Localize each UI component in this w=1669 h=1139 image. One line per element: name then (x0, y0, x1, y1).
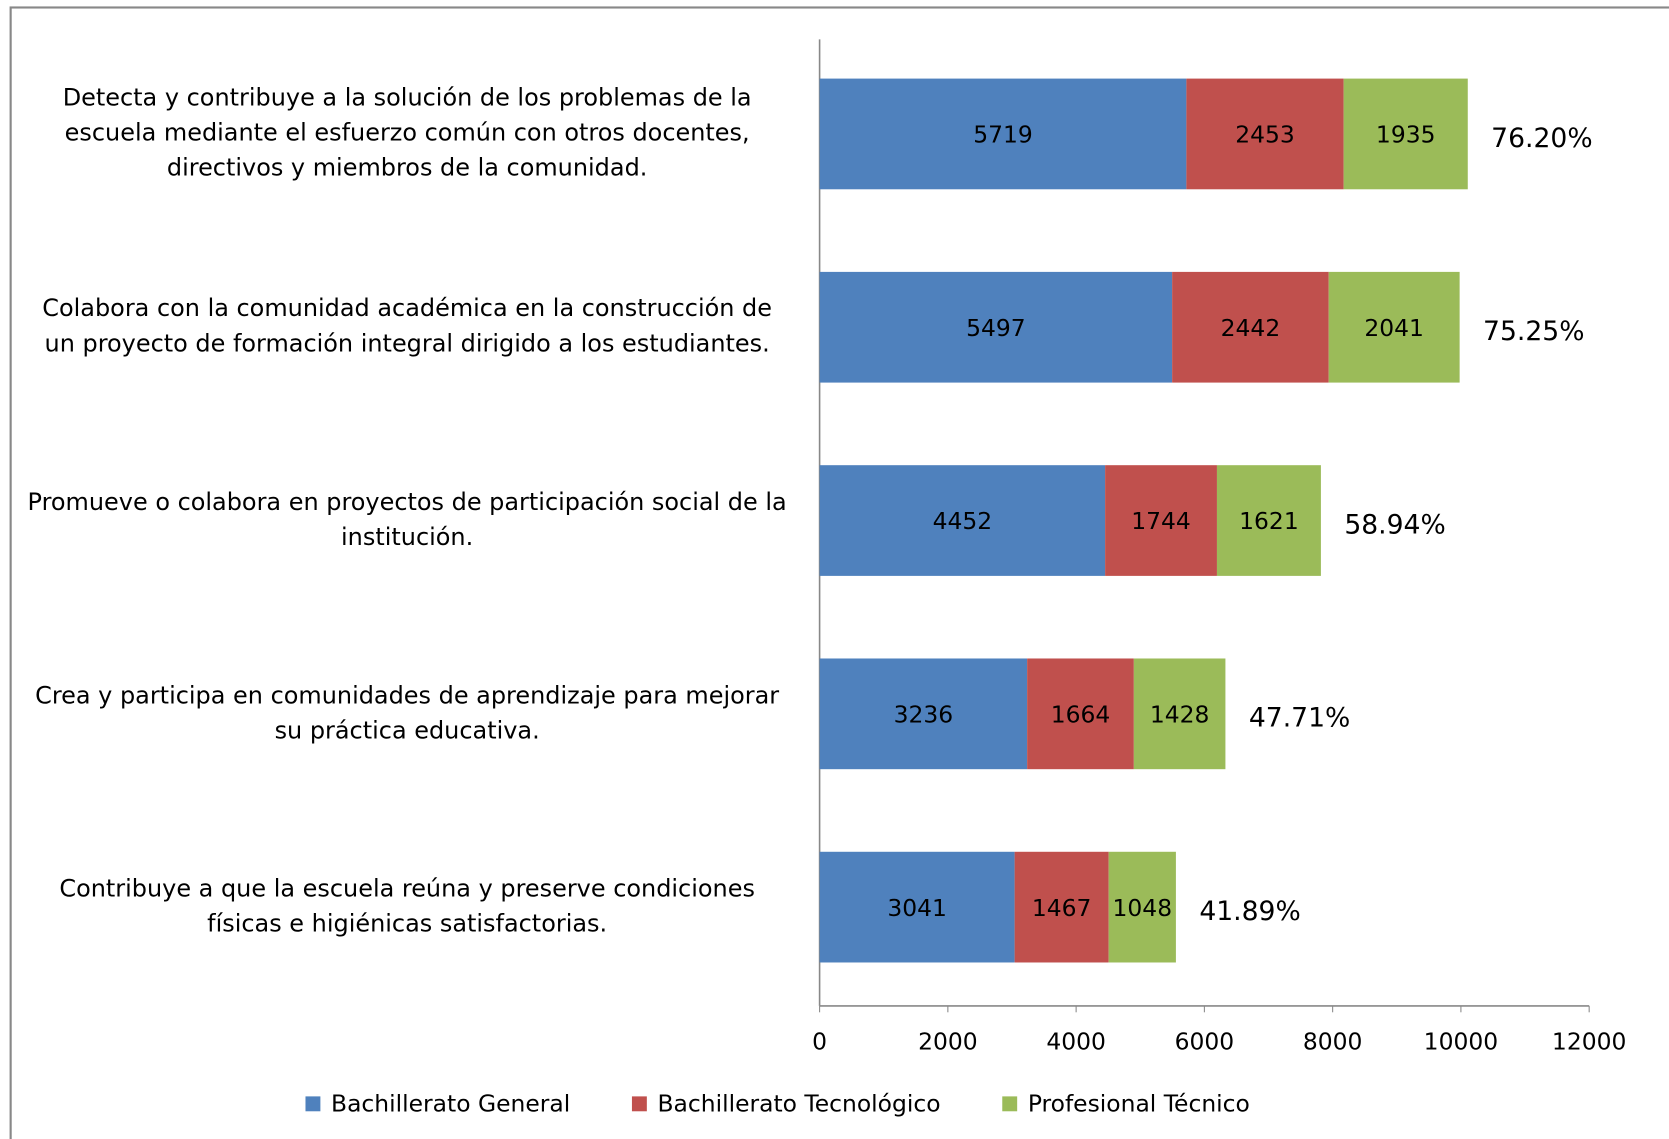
value-label: 1935 (1376, 121, 1436, 149)
bar-segment (1343, 78, 1468, 190)
value-label: 2453 (1235, 121, 1295, 149)
value-label: 5497 (966, 314, 1026, 342)
bar-segment (1172, 271, 1329, 383)
bar-segment (1186, 78, 1344, 190)
y-tick-label: Colabora con la comunidad académica en l… (42, 295, 772, 359)
legend-label: Bachillerato General (331, 1089, 570, 1117)
percent-annotation: 58.94% (1344, 509, 1445, 540)
x-tick-label: 6000 (1175, 1028, 1235, 1056)
value-label: 1048 (1113, 894, 1173, 922)
x-tick-label: 12000 (1552, 1028, 1626, 1056)
value-label: 3236 (894, 700, 954, 728)
legend-swatch (305, 1096, 321, 1112)
value-label: 1428 (1150, 700, 1210, 728)
percent-annotation: 76.20% (1491, 123, 1592, 154)
value-label: 1744 (1131, 507, 1191, 535)
value-label: 4452 (933, 507, 993, 535)
value-label: 2442 (1221, 314, 1281, 342)
x-tick-label: 10000 (1424, 1028, 1498, 1056)
value-label: 5719 (973, 121, 1033, 149)
y-tick-label: Promueve o colabora en proyectos de part… (27, 488, 787, 552)
category-label-box: Crea y participa en comunidades de apren… (35, 681, 780, 745)
bar-segment (1216, 465, 1321, 576)
legend-swatch (631, 1096, 647, 1112)
category-label-box: Promueve o colabora en proyectos de part… (27, 488, 787, 552)
x-tick-label: 8000 (1303, 1028, 1363, 1056)
category-label-box: Contribuye a que la escuela reúna y pres… (59, 875, 755, 938)
category-label-box: Colabora con la comunidad académica en l… (42, 295, 772, 359)
value-label: 1467 (1032, 894, 1092, 922)
bar-segment (1108, 851, 1176, 963)
legend-label: Bachillerato Tecnológico (657, 1089, 940, 1117)
percent-annotation: 47.71% (1249, 703, 1350, 734)
bar-segment (1133, 658, 1226, 770)
bar-segment (819, 465, 1106, 576)
percent-annotation: 41.89% (1199, 896, 1300, 927)
percent-annotation: 75.25% (1483, 316, 1584, 347)
value-label: 3041 (887, 894, 947, 922)
legend-label: Profesional Técnico (1028, 1089, 1250, 1117)
category-label-box: Detecta y contribuye a la solución de lo… (62, 84, 752, 183)
bar-segment (1105, 465, 1217, 576)
value-label: 1664 (1051, 700, 1111, 728)
value-label: 1621 (1239, 507, 1299, 535)
y-tick-label: Detecta y contribuye a la solución de lo… (62, 84, 752, 183)
x-tick-label: 2000 (918, 1028, 978, 1056)
bar-segment (819, 658, 1028, 770)
bar-segment (1328, 271, 1460, 383)
bar-segment (819, 78, 1187, 190)
y-tick-label: Crea y participa en comunidades de apren… (35, 681, 780, 745)
y-tick-label: Contribuye a que la escuela reúna y pres… (59, 875, 755, 938)
bar-segment (819, 271, 1173, 383)
bar-segment (1014, 851, 1109, 963)
bar-segment (819, 851, 1015, 963)
bar-segment (1027, 658, 1134, 770)
value-label: 2041 (1364, 314, 1424, 342)
x-tick-label: 4000 (1046, 1028, 1106, 1056)
legend-swatch (1002, 1096, 1018, 1112)
x-tick-label: 0 (812, 1028, 827, 1056)
